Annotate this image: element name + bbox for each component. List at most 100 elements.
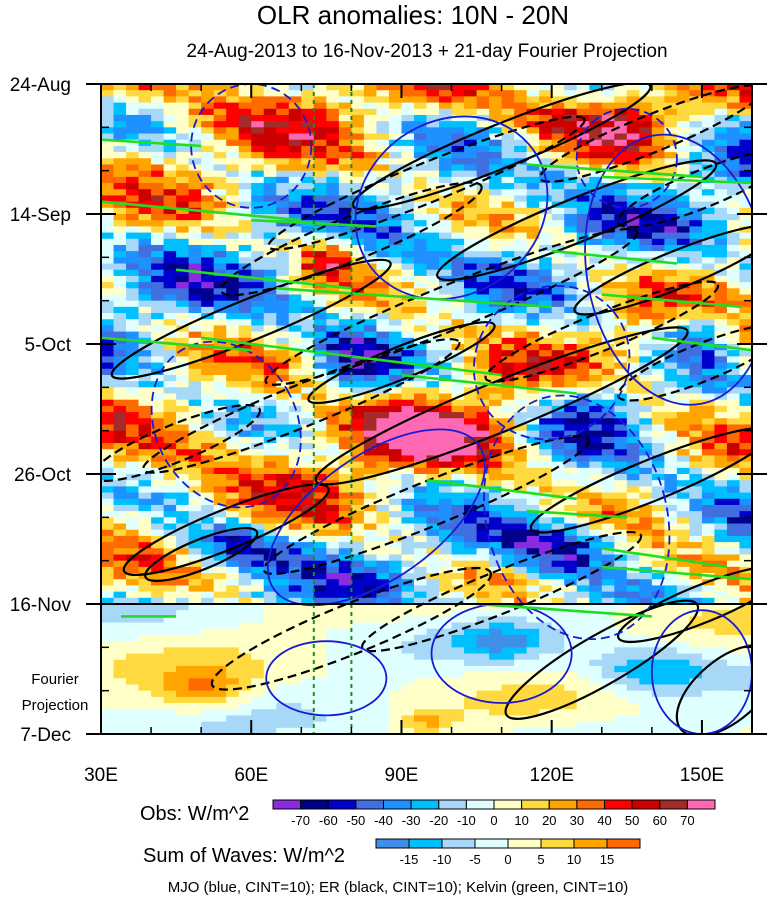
heatmap-cell bbox=[301, 152, 315, 159]
projection-cell bbox=[138, 659, 152, 667]
heatmap-cell bbox=[514, 96, 528, 104]
heatmap-cell bbox=[401, 251, 415, 258]
heatmap-cell bbox=[113, 220, 127, 227]
heatmap-cell bbox=[176, 504, 190, 512]
projection-cell bbox=[476, 672, 490, 679]
heatmap-cell bbox=[639, 467, 653, 475]
heatmap-cell bbox=[176, 170, 190, 178]
heatmap-cell bbox=[413, 139, 428, 147]
heatmap-cell bbox=[151, 430, 165, 438]
projection-cell bbox=[651, 659, 665, 667]
heatmap-cell bbox=[551, 189, 565, 197]
heatmap-cell bbox=[163, 467, 177, 475]
projection-cell bbox=[451, 604, 465, 611]
heatmap-cell bbox=[176, 133, 190, 141]
heatmap-cell bbox=[138, 288, 152, 296]
heatmap-cell bbox=[351, 294, 365, 302]
heatmap-cell bbox=[276, 467, 290, 475]
projection-cell bbox=[726, 634, 741, 642]
heatmap-cell bbox=[689, 90, 703, 97]
heatmap-cell bbox=[226, 170, 240, 178]
projection-cell bbox=[338, 616, 352, 624]
heatmap-cell bbox=[664, 492, 678, 500]
heatmap-cell bbox=[263, 474, 277, 481]
projection-cell bbox=[226, 665, 240, 673]
heatmap-cell bbox=[714, 535, 728, 543]
heatmap-cell bbox=[551, 573, 565, 580]
heatmap-cell bbox=[188, 244, 202, 252]
heatmap-cell bbox=[639, 517, 653, 525]
heatmap-cell bbox=[213, 226, 227, 234]
heatmap-cell bbox=[276, 263, 290, 271]
heatmap-cell bbox=[501, 84, 515, 91]
heatmap-cell bbox=[701, 566, 716, 574]
heatmap-cell bbox=[476, 455, 490, 463]
projection-cell bbox=[651, 604, 665, 611]
heatmap-cell bbox=[401, 96, 415, 104]
heatmap-cell bbox=[201, 220, 215, 227]
heatmap-cell bbox=[426, 127, 440, 135]
heatmap-cell bbox=[651, 269, 665, 277]
projection-cell bbox=[151, 653, 165, 661]
heatmap-cell bbox=[576, 220, 590, 227]
projection-cell bbox=[739, 628, 752, 636]
heatmap-cell bbox=[439, 90, 453, 97]
heatmap-cell bbox=[664, 306, 678, 314]
projection-cell bbox=[313, 634, 327, 642]
heatmap-cell bbox=[689, 207, 703, 215]
heatmap-cell bbox=[288, 548, 302, 556]
heatmap-cell bbox=[176, 325, 190, 333]
heatmap-cell bbox=[539, 139, 553, 147]
heatmap-cell bbox=[126, 424, 140, 432]
heatmap-cell bbox=[589, 573, 603, 580]
heatmap-cell bbox=[376, 201, 390, 209]
projection-cell bbox=[413, 653, 428, 661]
heatmap-cell bbox=[313, 189, 327, 197]
heatmap-cell bbox=[188, 114, 202, 122]
heatmap-cell bbox=[551, 288, 565, 296]
heatmap-cell bbox=[726, 170, 741, 178]
heatmap-cell bbox=[426, 337, 440, 345]
projection-cell bbox=[551, 672, 565, 679]
heatmap-cell bbox=[338, 139, 352, 147]
heatmap-cell bbox=[363, 220, 378, 227]
heatmap-cell bbox=[601, 282, 615, 289]
projection-cell bbox=[739, 665, 752, 673]
heatmap-cell bbox=[739, 511, 752, 518]
heatmap-cell bbox=[401, 102, 415, 110]
heatmap-cell bbox=[313, 573, 327, 580]
heatmap-cell bbox=[276, 152, 290, 159]
heatmap-cell bbox=[739, 548, 752, 556]
heatmap-cell bbox=[401, 183, 415, 190]
heatmap-cell bbox=[101, 511, 115, 518]
heatmap-cell bbox=[626, 170, 640, 178]
heatmap-cell bbox=[526, 244, 540, 252]
heatmap-cell bbox=[363, 480, 378, 487]
heatmap-cell bbox=[501, 461, 515, 469]
heatmap-cell bbox=[413, 381, 428, 388]
heatmap-cell bbox=[564, 542, 578, 549]
heatmap-cell bbox=[363, 560, 378, 568]
heatmap-cell bbox=[376, 436, 390, 444]
heatmap-cell bbox=[451, 368, 465, 376]
heatmap-cell bbox=[576, 257, 590, 265]
heatmap-cell bbox=[739, 504, 752, 512]
heatmap-cell bbox=[439, 337, 453, 345]
heatmap-cell bbox=[426, 511, 440, 518]
heatmap-cell bbox=[689, 362, 703, 370]
heatmap-cell bbox=[176, 226, 190, 234]
heatmap-cell bbox=[288, 127, 302, 135]
projection-cell bbox=[388, 634, 403, 642]
heatmap-cell bbox=[326, 430, 340, 438]
heatmap-cell bbox=[639, 498, 653, 506]
heatmap-cell bbox=[614, 344, 628, 351]
heatmap-cell bbox=[664, 269, 678, 277]
heatmap-cell bbox=[464, 282, 478, 289]
heatmap-cell bbox=[439, 102, 453, 110]
heatmap-cell bbox=[726, 424, 741, 432]
heatmap-cell bbox=[388, 220, 403, 227]
heatmap-cell bbox=[576, 275, 590, 283]
heatmap-cell bbox=[151, 251, 165, 258]
heatmap-cell bbox=[138, 387, 152, 395]
heatmap-cell bbox=[376, 102, 390, 110]
